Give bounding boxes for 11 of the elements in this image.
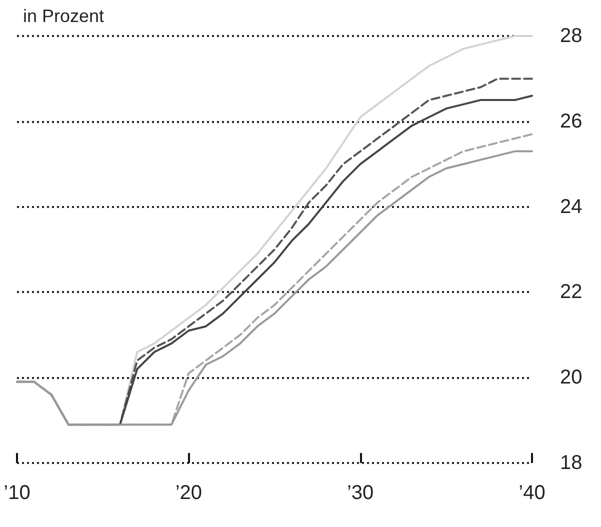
y-tick-label: 22 bbox=[560, 281, 582, 304]
y-tick-label: 20 bbox=[560, 366, 582, 389]
x-tick-label: ’10 bbox=[4, 482, 30, 504]
chart-title: in Prozent bbox=[23, 6, 104, 26]
y-tick-label: 18 bbox=[560, 452, 582, 474]
x-tick-label: ’30 bbox=[346, 482, 374, 504]
y-tick-label: 28 bbox=[560, 25, 582, 47]
x-tick-label: ’40 bbox=[518, 482, 546, 504]
x-tick-label: ’20 bbox=[175, 482, 202, 504]
y-tick-label: 26 bbox=[560, 110, 582, 132]
y-tick-label: 24 bbox=[560, 196, 582, 218]
